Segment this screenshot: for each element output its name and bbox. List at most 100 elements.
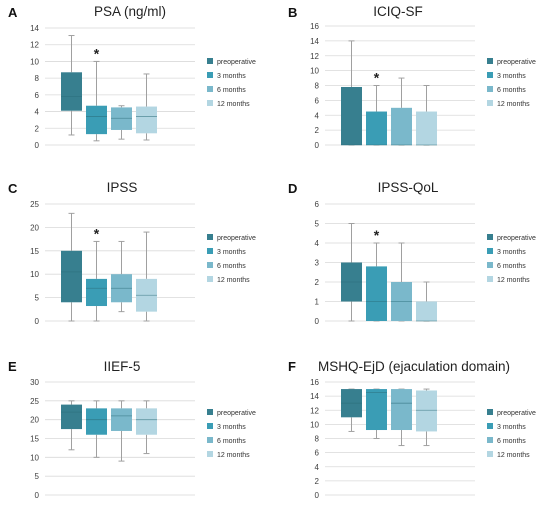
legend-swatch (487, 262, 493, 268)
legend-swatch (207, 86, 213, 92)
y-tick-label: 5 (35, 294, 40, 303)
box-body (86, 408, 107, 435)
box-12-months (136, 73, 157, 141)
panel-a: A PSA (ng/ml) 0 2 4 6 8 10 12 14 * preoperative 3 mo… (8, 4, 256, 150)
panel-label: E (8, 359, 17, 374)
legend-label: 3 months (497, 424, 526, 431)
y-tick-label: 5 (35, 472, 40, 481)
y-tick-label: 4 (35, 108, 40, 117)
y-tick-label: 5 (315, 220, 320, 229)
legend-swatch (487, 248, 493, 254)
y-tick-label: 2 (315, 278, 320, 287)
box-6-months (111, 400, 132, 462)
significance-star: * (374, 227, 380, 243)
box-3-months: * (366, 70, 387, 146)
y-tick-label: 8 (315, 435, 320, 444)
legend-swatch (487, 276, 493, 282)
legend-swatch (207, 234, 213, 240)
legend-label: 6 months (217, 87, 246, 94)
legend-label: preoperative (217, 235, 256, 242)
legend-label: 6 months (217, 438, 246, 445)
box-3-months (86, 400, 107, 458)
y-tick-label: 14 (310, 37, 319, 46)
legend-label: 6 months (497, 438, 526, 445)
box-body (86, 105, 107, 135)
panel-title: PSA (ng/ml) (94, 4, 166, 19)
box-body (391, 107, 412, 145)
y-tick-label: 12 (30, 41, 39, 50)
legend-swatch (207, 58, 213, 64)
y-tick-label: 15 (30, 435, 39, 444)
box-preoperative (341, 388, 362, 432)
box-12-months (416, 388, 437, 447)
y-tick-label: 12 (310, 406, 319, 415)
y-tick-label: 1 (315, 298, 320, 307)
y-tick-label: 4 (315, 463, 320, 472)
y-tick-label: 0 (35, 491, 40, 500)
box-body (61, 250, 82, 303)
panel-label: F (288, 359, 296, 374)
legend-label: preoperative (497, 59, 536, 66)
box-body (61, 404, 82, 430)
legend-swatch (487, 423, 493, 429)
box-12-months (416, 281, 437, 322)
box-body (416, 111, 437, 145)
significance-star: * (94, 225, 100, 241)
box-3-months: * (86, 225, 107, 322)
legend-label: 6 months (497, 87, 526, 94)
y-tick-label: 16 (310, 22, 319, 31)
y-tick-label: 8 (315, 82, 320, 91)
y-tick-label: 10 (30, 57, 39, 66)
box-body (111, 408, 132, 431)
box-body (366, 389, 387, 431)
box-6-months (391, 242, 412, 322)
box-body (61, 72, 82, 111)
box-6-months (391, 77, 412, 146)
box-body (416, 390, 437, 432)
legend-swatch (207, 100, 213, 106)
panel-title: IPSS-QoL (378, 180, 439, 195)
legend-label: 3 months (217, 249, 246, 256)
box-3-months: * (86, 45, 107, 142)
legend-swatch (487, 234, 493, 240)
box-body (391, 389, 412, 431)
y-tick-label: 16 (310, 378, 319, 387)
y-tick-label: 25 (30, 200, 39, 209)
legend-swatch (207, 451, 213, 457)
y-tick-label: 0 (35, 317, 40, 326)
y-tick-label: 6 (315, 449, 320, 458)
legend-swatch (487, 86, 493, 92)
legend-label: 12 months (217, 101, 250, 108)
panel-title: ICIQ-SF (373, 4, 423, 19)
y-tick-label: 4 (315, 111, 320, 120)
panel-label: A (8, 5, 18, 20)
y-tick-label: 6 (315, 200, 320, 209)
y-tick-label: 20 (30, 416, 39, 425)
legend-swatch (487, 100, 493, 106)
panel-label: C (8, 181, 18, 196)
box-3-months: * (366, 227, 387, 322)
y-tick-label: 8 (35, 74, 40, 83)
box-12-months (136, 400, 157, 455)
legend-label: preoperative (217, 59, 256, 66)
legend-label: 3 months (217, 424, 246, 431)
box-body (136, 408, 157, 435)
box-body (341, 86, 362, 145)
legend-label: 3 months (217, 73, 246, 80)
y-tick-label: 0 (315, 317, 320, 326)
y-tick-label: 10 (310, 67, 319, 76)
legend-label: preoperative (497, 235, 536, 242)
legend-label: 3 months (497, 249, 526, 256)
legend-swatch (207, 262, 213, 268)
panel-f: F MSHQ-EjD (ejaculation domain) 0 2 4 6 8 10 12 1… (288, 359, 536, 500)
legend-label: 6 months (497, 263, 526, 270)
legend-swatch (207, 423, 213, 429)
y-tick-label: 3 (315, 259, 320, 268)
box-preoperative (341, 223, 362, 322)
legend-swatch (487, 72, 493, 78)
box-3-months (366, 388, 387, 439)
y-tick-label: 10 (30, 270, 39, 279)
significance-star: * (374, 70, 380, 86)
box-body (111, 107, 132, 130)
